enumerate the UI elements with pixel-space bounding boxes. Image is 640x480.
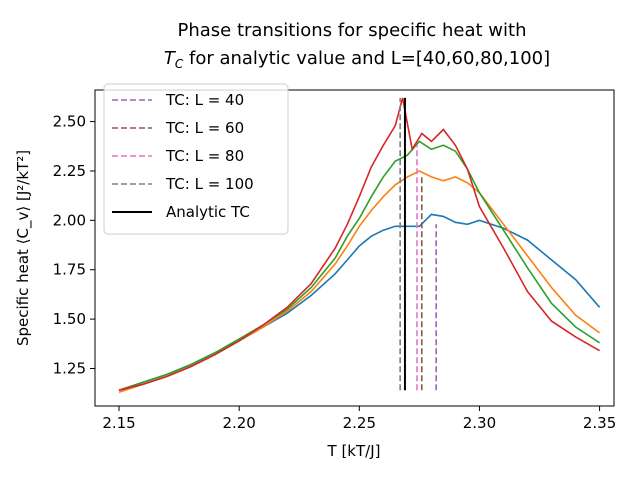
y-tick-label: 2.00 xyxy=(53,211,86,229)
chart-title-line1: Phase transitions for specific heat with xyxy=(177,20,526,41)
legend-entries: TC: L = 40 TC: L = 60 TC: L = 80 TC: L = 10… xyxy=(112,91,254,221)
x-tick-label: 2.30 xyxy=(463,414,496,432)
x-axis-ticks: 2.15 2.20 2.25 2.30 2.35 xyxy=(102,406,616,432)
x-tick-label: 2.25 xyxy=(343,414,376,432)
plot-area: 2.15 2.20 2.25 2.30 2.35 1.25 1.50 1.75 2.00 2.2… xyxy=(53,89,616,432)
x-axis-label: T [kT/J] xyxy=(327,442,381,460)
title-symbol: T xyxy=(164,48,177,69)
series-layer xyxy=(118,97,601,393)
legend: TC: L = 40 TC: L = 60 TC: L = 80 TC: L = 10… xyxy=(103,83,289,235)
y-tick-label: 1.75 xyxy=(53,261,86,279)
legend-label: Analytic TC xyxy=(166,203,250,221)
legend-label: TC: L = 80 xyxy=(165,147,244,165)
y-axis-ticks: 1.25 1.50 1.75 2.00 2.25 2.50 xyxy=(53,113,95,377)
plot-frame xyxy=(94,89,615,407)
y-tick-label: 1.25 xyxy=(53,359,86,377)
series-line-4 xyxy=(118,97,600,391)
y-tick-label: 1.50 xyxy=(53,310,86,328)
legend-label: TC: L = 60 xyxy=(165,119,244,137)
legend-box xyxy=(103,83,289,235)
x-tick-label: 2.15 xyxy=(102,414,135,432)
title-rest: for analytic value and L=[40,60,80,100] xyxy=(183,48,550,69)
series-line-3 xyxy=(118,140,601,391)
legend-label: TC: L = 100 xyxy=(165,175,254,193)
y-axis-label: Specific heat ⟨C_v⟩ [J²/kT²] xyxy=(14,150,33,346)
title-subscript: C xyxy=(175,57,184,71)
x-tick-label: 2.35 xyxy=(583,414,616,432)
legend-label: TC: L = 40 xyxy=(165,91,244,109)
x-tick-label: 2.20 xyxy=(222,414,255,432)
y-tick-label: 2.50 xyxy=(53,113,86,131)
vline-layer xyxy=(399,97,437,391)
chart-title-line2: TC for analytic value and L=[40,60,80,10… xyxy=(164,48,550,71)
y-tick-label: 2.25 xyxy=(53,162,86,180)
